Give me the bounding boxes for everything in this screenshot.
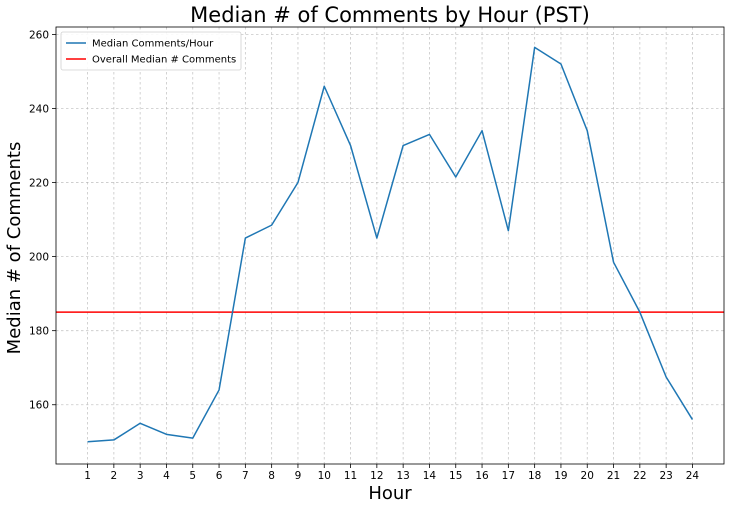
x-tick-label: 10 (318, 470, 331, 482)
x-tick-label: 3 (137, 470, 144, 482)
x-tick-label: 1 (84, 470, 91, 482)
legend-entry-label: Overall Median # Comments (92, 55, 236, 66)
x-tick-label: 20 (581, 470, 594, 482)
x-tick-label: 24 (686, 470, 700, 482)
x-tick-label: 18 (528, 470, 541, 482)
x-tick-label: 15 (449, 470, 462, 482)
x-tick-label: 19 (554, 470, 567, 482)
x-tick-label: 2 (111, 470, 118, 482)
series-line (87, 46, 694, 443)
y-tick-label: 200 (29, 252, 49, 264)
x-tick-label: 6 (216, 470, 223, 482)
x-tick-label: 23 (659, 470, 672, 482)
legend-entry-label: Median Comments/Hour (92, 39, 214, 50)
x-tick-label: 7 (242, 470, 249, 482)
x-tick-label: 22 (633, 470, 646, 482)
y-tick-label: 240 (29, 103, 49, 115)
x-tick-label: 8 (268, 470, 275, 482)
y-tick-label: 180 (29, 326, 49, 338)
x-tick-label: 21 (607, 470, 620, 482)
x-tick-label: 16 (475, 470, 489, 482)
y-axis-label: Median # of Comments (4, 142, 25, 355)
y-tick-label: 160 (29, 400, 49, 412)
x-tick-label: 12 (370, 470, 383, 482)
x-tick-label: 13 (396, 470, 409, 482)
chart-title: Median # of Comments by Hour (PST) (190, 3, 590, 27)
x-tick-label: 5 (189, 470, 196, 482)
y-tick-label: 220 (29, 178, 49, 190)
x-tick-label: 11 (344, 470, 357, 482)
x-tick-label: 4 (163, 470, 170, 482)
x-tick-label: 14 (423, 470, 437, 482)
y-tick-label: 260 (29, 29, 49, 41)
x-tick-label: 9 (295, 470, 302, 482)
x-tick-label: 17 (502, 470, 515, 482)
x-axis-label: Hour (368, 483, 412, 504)
legend-box (60, 31, 242, 71)
plot-frame (55, 26, 725, 465)
